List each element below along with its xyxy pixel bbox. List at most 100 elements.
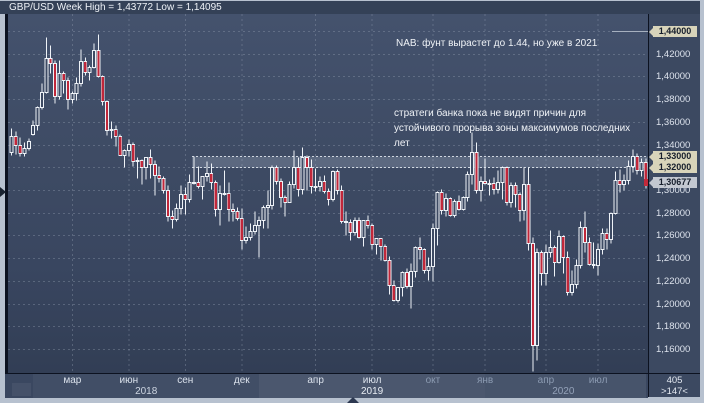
candle-body	[161, 178, 166, 191]
candle-body	[105, 101, 109, 131]
annotation-zone-comment: стратеги банка пока не видят причин для …	[394, 106, 630, 151]
axis-month-label: июл	[588, 375, 608, 386]
candle-body	[470, 152, 475, 175]
candle-body	[509, 185, 514, 203]
candle-body	[639, 162, 644, 171]
candlestick-chart[interactable]	[8, 14, 648, 373]
candle-body	[9, 136, 14, 153]
axis-month-label: апр	[537, 375, 555, 386]
candle-body	[209, 173, 214, 183]
candle-body	[517, 194, 522, 211]
candle-body	[178, 194, 183, 209]
annotation-zone-line1: стратеги банка пока не видят причин для	[394, 108, 587, 119]
price-level-badge: 1,32000	[649, 162, 697, 173]
candle-body	[166, 190, 170, 217]
price-level-badge: 1,30677	[649, 177, 697, 188]
candle-body	[570, 284, 575, 293]
candle-body	[617, 180, 622, 185]
candle-body	[365, 220, 370, 226]
candle-body	[352, 220, 357, 233]
candle-body	[218, 193, 223, 210]
candle-body	[283, 197, 288, 203]
axis-month-label: июн	[119, 375, 139, 386]
total-bars-value: 405	[666, 375, 683, 386]
candle-body	[87, 67, 92, 73]
annotation-zone-line2: устойчивого прорыва зоны максимумов посл…	[394, 123, 631, 134]
axis-year-label: 2019	[361, 386, 384, 397]
candle-body	[200, 176, 205, 187]
candle-body	[296, 167, 301, 190]
chart-plot-area[interactable]: NAB: фунт вырастет до 1.44, но уже в 202…	[5, 14, 651, 373]
candle-body	[305, 157, 309, 168]
candle-body	[322, 181, 327, 192]
candle-body	[226, 193, 231, 210]
candle-body	[44, 58, 49, 93]
candle-body	[317, 181, 322, 187]
candle-body	[48, 58, 53, 64]
axis-month-label: июл	[362, 375, 382, 386]
candle-body	[113, 129, 118, 137]
price-axis[interactable]: 1,44000 1,42000 1,40000 1,38000 1,36000 1,340…	[648, 14, 700, 373]
time-axis[interactable]: мар июн сен дек апр июл окт янв апр июл 2018 2019 20…	[5, 373, 648, 398]
candle-body	[422, 249, 427, 271]
candle-body	[122, 150, 127, 156]
year-shading-band	[485, 374, 646, 398]
candle-body	[235, 211, 240, 219]
candle-body	[205, 173, 210, 177]
candle-body	[213, 182, 218, 210]
axis-price-label: 1,30000	[656, 184, 691, 196]
candle-body	[35, 107, 40, 126]
candle-body	[270, 167, 275, 206]
current-price-tick	[644, 179, 648, 186]
candle-body	[561, 236, 566, 258]
candle-body	[526, 184, 531, 244]
candle-body	[474, 152, 479, 191]
candle-body	[144, 157, 149, 168]
axis-price-label: 1,18000	[656, 320, 691, 332]
time-axis-corner-box	[12, 383, 31, 396]
price-level-badge: 1,33000	[649, 151, 697, 162]
scroll-position-marker-icon[interactable]	[347, 397, 359, 403]
candle-body	[287, 184, 292, 203]
candle-body	[252, 225, 257, 232]
candle-body	[31, 125, 36, 135]
axis-price-label: 1,28000	[656, 207, 691, 219]
candle-body	[478, 181, 483, 191]
axis-month-label: мар	[63, 375, 82, 386]
candle-body	[500, 167, 505, 183]
candle-body	[370, 225, 375, 245]
candle-body	[153, 164, 157, 176]
axis-price-label: 1,38000	[656, 93, 691, 105]
candle-body	[548, 247, 553, 253]
candle-body	[430, 228, 435, 267]
candle-body	[313, 186, 318, 188]
candle-body	[457, 201, 461, 210]
candle-body	[613, 180, 618, 214]
candle-body	[587, 242, 592, 265]
candle-body	[483, 181, 487, 184]
price-level-badge: 1,44000	[649, 26, 697, 37]
candle-body	[344, 221, 348, 223]
candle-body	[274, 167, 279, 182]
candle-body	[465, 174, 470, 198]
candle-body	[300, 157, 305, 190]
candle-body	[109, 129, 114, 131]
candle-body	[196, 182, 201, 187]
axis-price-label: 1,34000	[656, 139, 691, 151]
candle-body	[461, 197, 466, 210]
candle-body	[513, 185, 518, 195]
axis-month-label: янв	[476, 375, 494, 386]
candle-body	[61, 73, 66, 81]
candle-body	[452, 201, 457, 216]
candle-body	[191, 182, 196, 184]
candle-body	[248, 231, 253, 238]
candle-body	[139, 160, 144, 168]
left-edge-arrow-icon[interactable]	[0, 187, 6, 197]
candle-body	[335, 171, 340, 191]
candle-body	[391, 285, 396, 301]
candle-body	[339, 190, 344, 222]
candle-body	[348, 222, 353, 233]
axis-price-label: 1,20000	[656, 298, 691, 310]
candle-body	[96, 50, 101, 77]
